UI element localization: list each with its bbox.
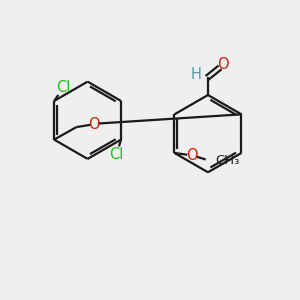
Text: O: O <box>218 57 229 72</box>
Text: CH₃: CH₃ <box>215 154 240 167</box>
Text: O: O <box>186 148 197 163</box>
Text: Cl: Cl <box>56 80 71 95</box>
Text: O: O <box>88 117 100 132</box>
Text: H: H <box>190 67 202 82</box>
Text: Cl: Cl <box>110 147 124 162</box>
